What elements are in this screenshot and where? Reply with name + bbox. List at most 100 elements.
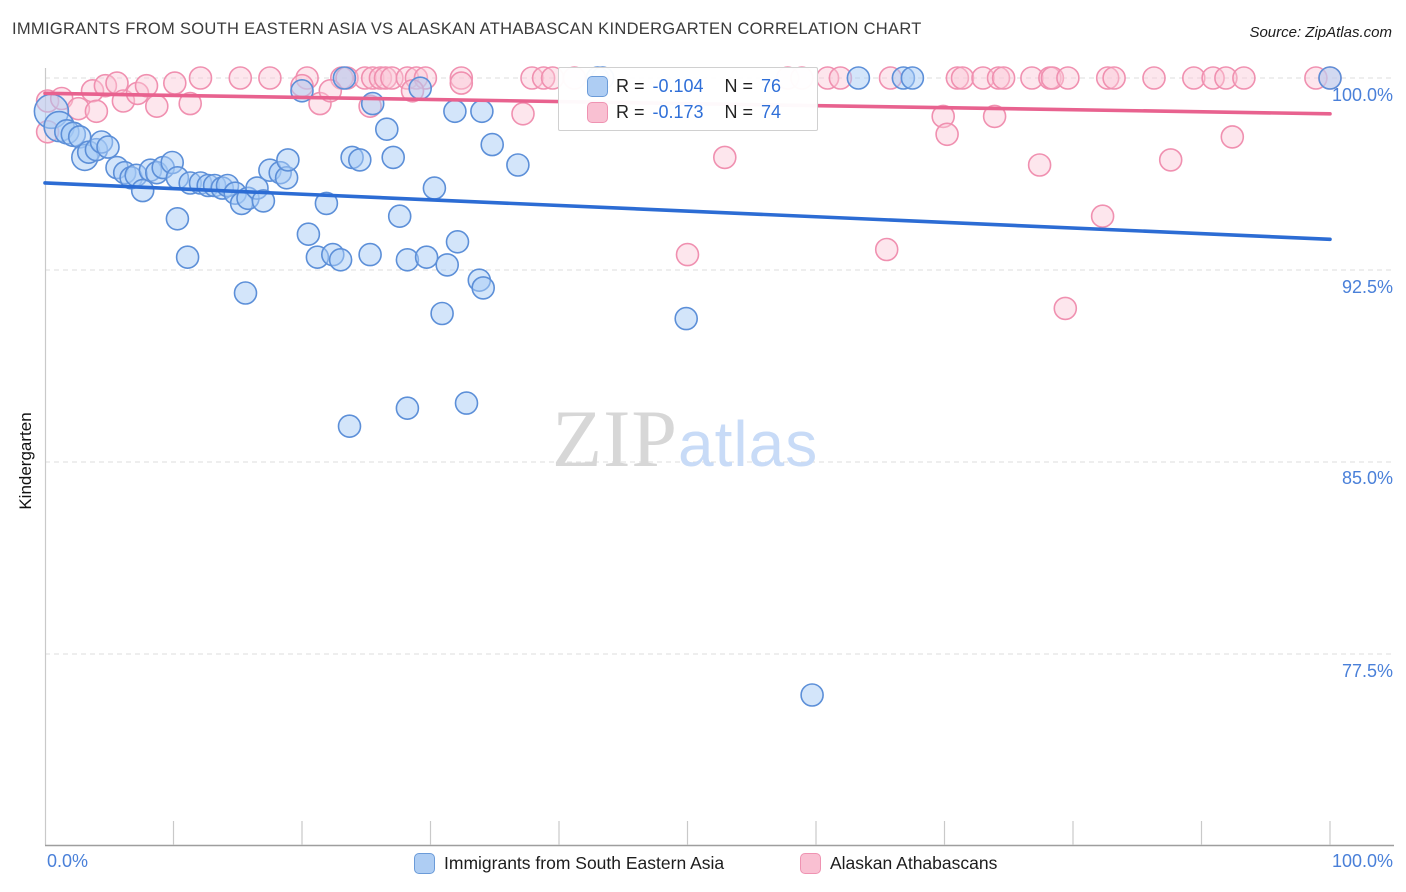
scatter-point-athabascans[interactable] [1027,153,1052,177]
n-value-blue: 76 [761,75,782,96]
pink-series-swatch [587,101,608,123]
scatter-point-athabascans[interactable] [1182,66,1206,90]
scatter-point-athabascans[interactable] [1232,66,1256,90]
scatter-point-athabascans[interactable] [982,104,1007,129]
scatter-point-immigrants[interactable] [251,189,276,213]
scatter-point-immigrants[interactable] [454,391,479,415]
scatter-point-athabascans[interactable] [178,91,202,116]
blue-legend-swatch [414,853,435,874]
y-tick-85: 85.0% [1341,468,1393,488]
scatter-point-athabascans[interactable] [874,237,899,262]
scatter-point-immigrants[interactable] [165,207,190,231]
scatter-point-immigrants[interactable] [175,245,200,270]
scatter-point-immigrants[interactable] [430,301,454,326]
blue-series-swatch [587,75,608,97]
scatter-point-immigrants[interactable] [1318,66,1342,90]
scatter-point-immigrants[interactable] [395,396,420,421]
scatter-point-athabascans[interactable] [935,122,959,147]
r-label: R = [616,75,645,96]
scatter-point-immigrants[interactable] [435,253,460,277]
scatter-point-athabascans[interactable] [1158,148,1183,172]
legend-label-athabascans: Alaskan Athabascans [830,853,998,873]
axes [44,68,1394,847]
scatter-point-immigrants[interactable] [414,245,439,270]
scatter-point-athabascans[interactable] [991,66,1016,90]
scatter-point-athabascans[interactable] [675,242,700,267]
scatter-point-immigrants[interactable] [471,276,496,300]
scatter-point-athabascans[interactable] [1220,125,1245,149]
scatter-point-athabascans[interactable] [163,71,187,95]
pink-legend-swatch [800,853,821,874]
scatter-point-immigrants[interactable] [387,204,412,228]
scatter-point-athabascans[interactable] [712,145,737,170]
scatter-point-athabascans[interactable] [360,66,385,90]
legend-label-immigrants: Immigrants from South Eastern Asia [444,853,725,873]
y-tick-100: 100.0% [1331,85,1393,105]
legend-item-athabascans: Alaskan Athabascans [800,853,997,874]
scatter-point-athabascans[interactable] [1201,66,1225,90]
legend-item-immigrants: Immigrants from South Eastern Asia [414,853,724,874]
stats-legend-box: R = -0.104 N = 76 R = -0.173 N = 74 [558,67,818,131]
x-tick-max: 100.0% [1331,851,1393,871]
scatter-point-immigrants[interactable] [328,247,353,272]
scatter-point-athabascans[interactable] [1095,66,1120,90]
r-value-pink: -0.173 [652,101,704,122]
scatter-point-athabascans[interactable] [145,94,169,118]
scatter-point-athabascans[interactable] [1056,66,1080,90]
scatter-point-immigrants[interactable] [276,148,300,172]
scatter-point-immigrants[interactable] [347,148,372,172]
scatter-point-athabascans[interactable] [84,99,109,124]
scatter-point-athabascans[interactable] [1090,204,1115,228]
scatter-point-athabascans[interactable] [449,71,474,95]
scatter-point-immigrants[interactable] [480,132,505,157]
scatter-point-immigrants[interactable] [296,222,321,246]
series-immigrants-sea [33,66,1342,707]
scatter-point-athabascans[interactable] [531,66,556,90]
scatter-point-athabascans[interactable] [986,66,1011,90]
scatter-point-immigrants[interactable] [314,191,339,216]
scatter-point-immigrants[interactable] [381,145,406,170]
scatter-point-immigrants[interactable] [422,176,447,200]
trend-line-blue [43,181,1332,242]
x-tick-min: 0.0% [47,851,89,871]
scatter-point-immigrants[interactable] [506,153,530,177]
scatter-point-immigrants[interactable] [846,66,871,90]
scatter-point-immigrants[interactable] [374,117,399,141]
scatter-point-athabascans[interactable] [950,66,975,90]
scatter-point-immigrants[interactable] [800,683,824,707]
scatter-point-athabascans[interactable] [511,102,535,126]
r-value-blue: -0.104 [652,75,704,96]
scatter-point-immigrants[interactable] [360,91,385,116]
scatter-point-athabascans[interactable] [93,73,118,98]
scatter-point-athabascans[interactable] [228,66,253,90]
scatter-point-athabascans[interactable] [1142,66,1166,90]
n-label: N = [724,75,754,96]
scatter-point-immigrants[interactable] [358,242,382,267]
scatter-point-immigrants[interactable] [900,66,925,90]
stats-row-blue: R = -0.104 N = 76 [559,75,817,97]
scatter-point-immigrants[interactable] [674,306,699,331]
scatter-point-immigrants[interactable] [332,66,357,90]
scatter-point-athabascans[interactable] [188,66,213,90]
scatter-point-athabascans[interactable] [258,66,282,90]
scatter-point-athabascans[interactable] [1053,296,1078,321]
x-axis-ticks [172,821,1331,845]
scatter-point-athabascans[interactable] [1020,66,1044,90]
scatter-point-athabascans[interactable] [1214,66,1238,90]
scatter-point-athabascans[interactable] [931,104,956,129]
scatter-point-immigrants[interactable] [445,230,470,254]
scatter-point-immigrants[interactable] [408,76,433,100]
scatter-point-immigrants[interactable] [233,281,258,305]
scatter-point-immigrants[interactable] [470,99,494,124]
series-alaskan-athabascans [35,66,1342,321]
scatter-point-athabascans[interactable] [1102,66,1126,90]
y-tick-92-5: 92.5% [1341,277,1393,297]
scatter-point-athabascans[interactable] [449,66,474,90]
scatter-point-immigrants[interactable] [96,135,120,159]
scatter-point-athabascans[interactable] [945,66,970,90]
scatter-point-immigrants[interactable] [443,99,467,124]
scatter-point-immigrants[interactable] [337,414,362,439]
scatter-point-immigrants[interactable] [130,178,155,203]
